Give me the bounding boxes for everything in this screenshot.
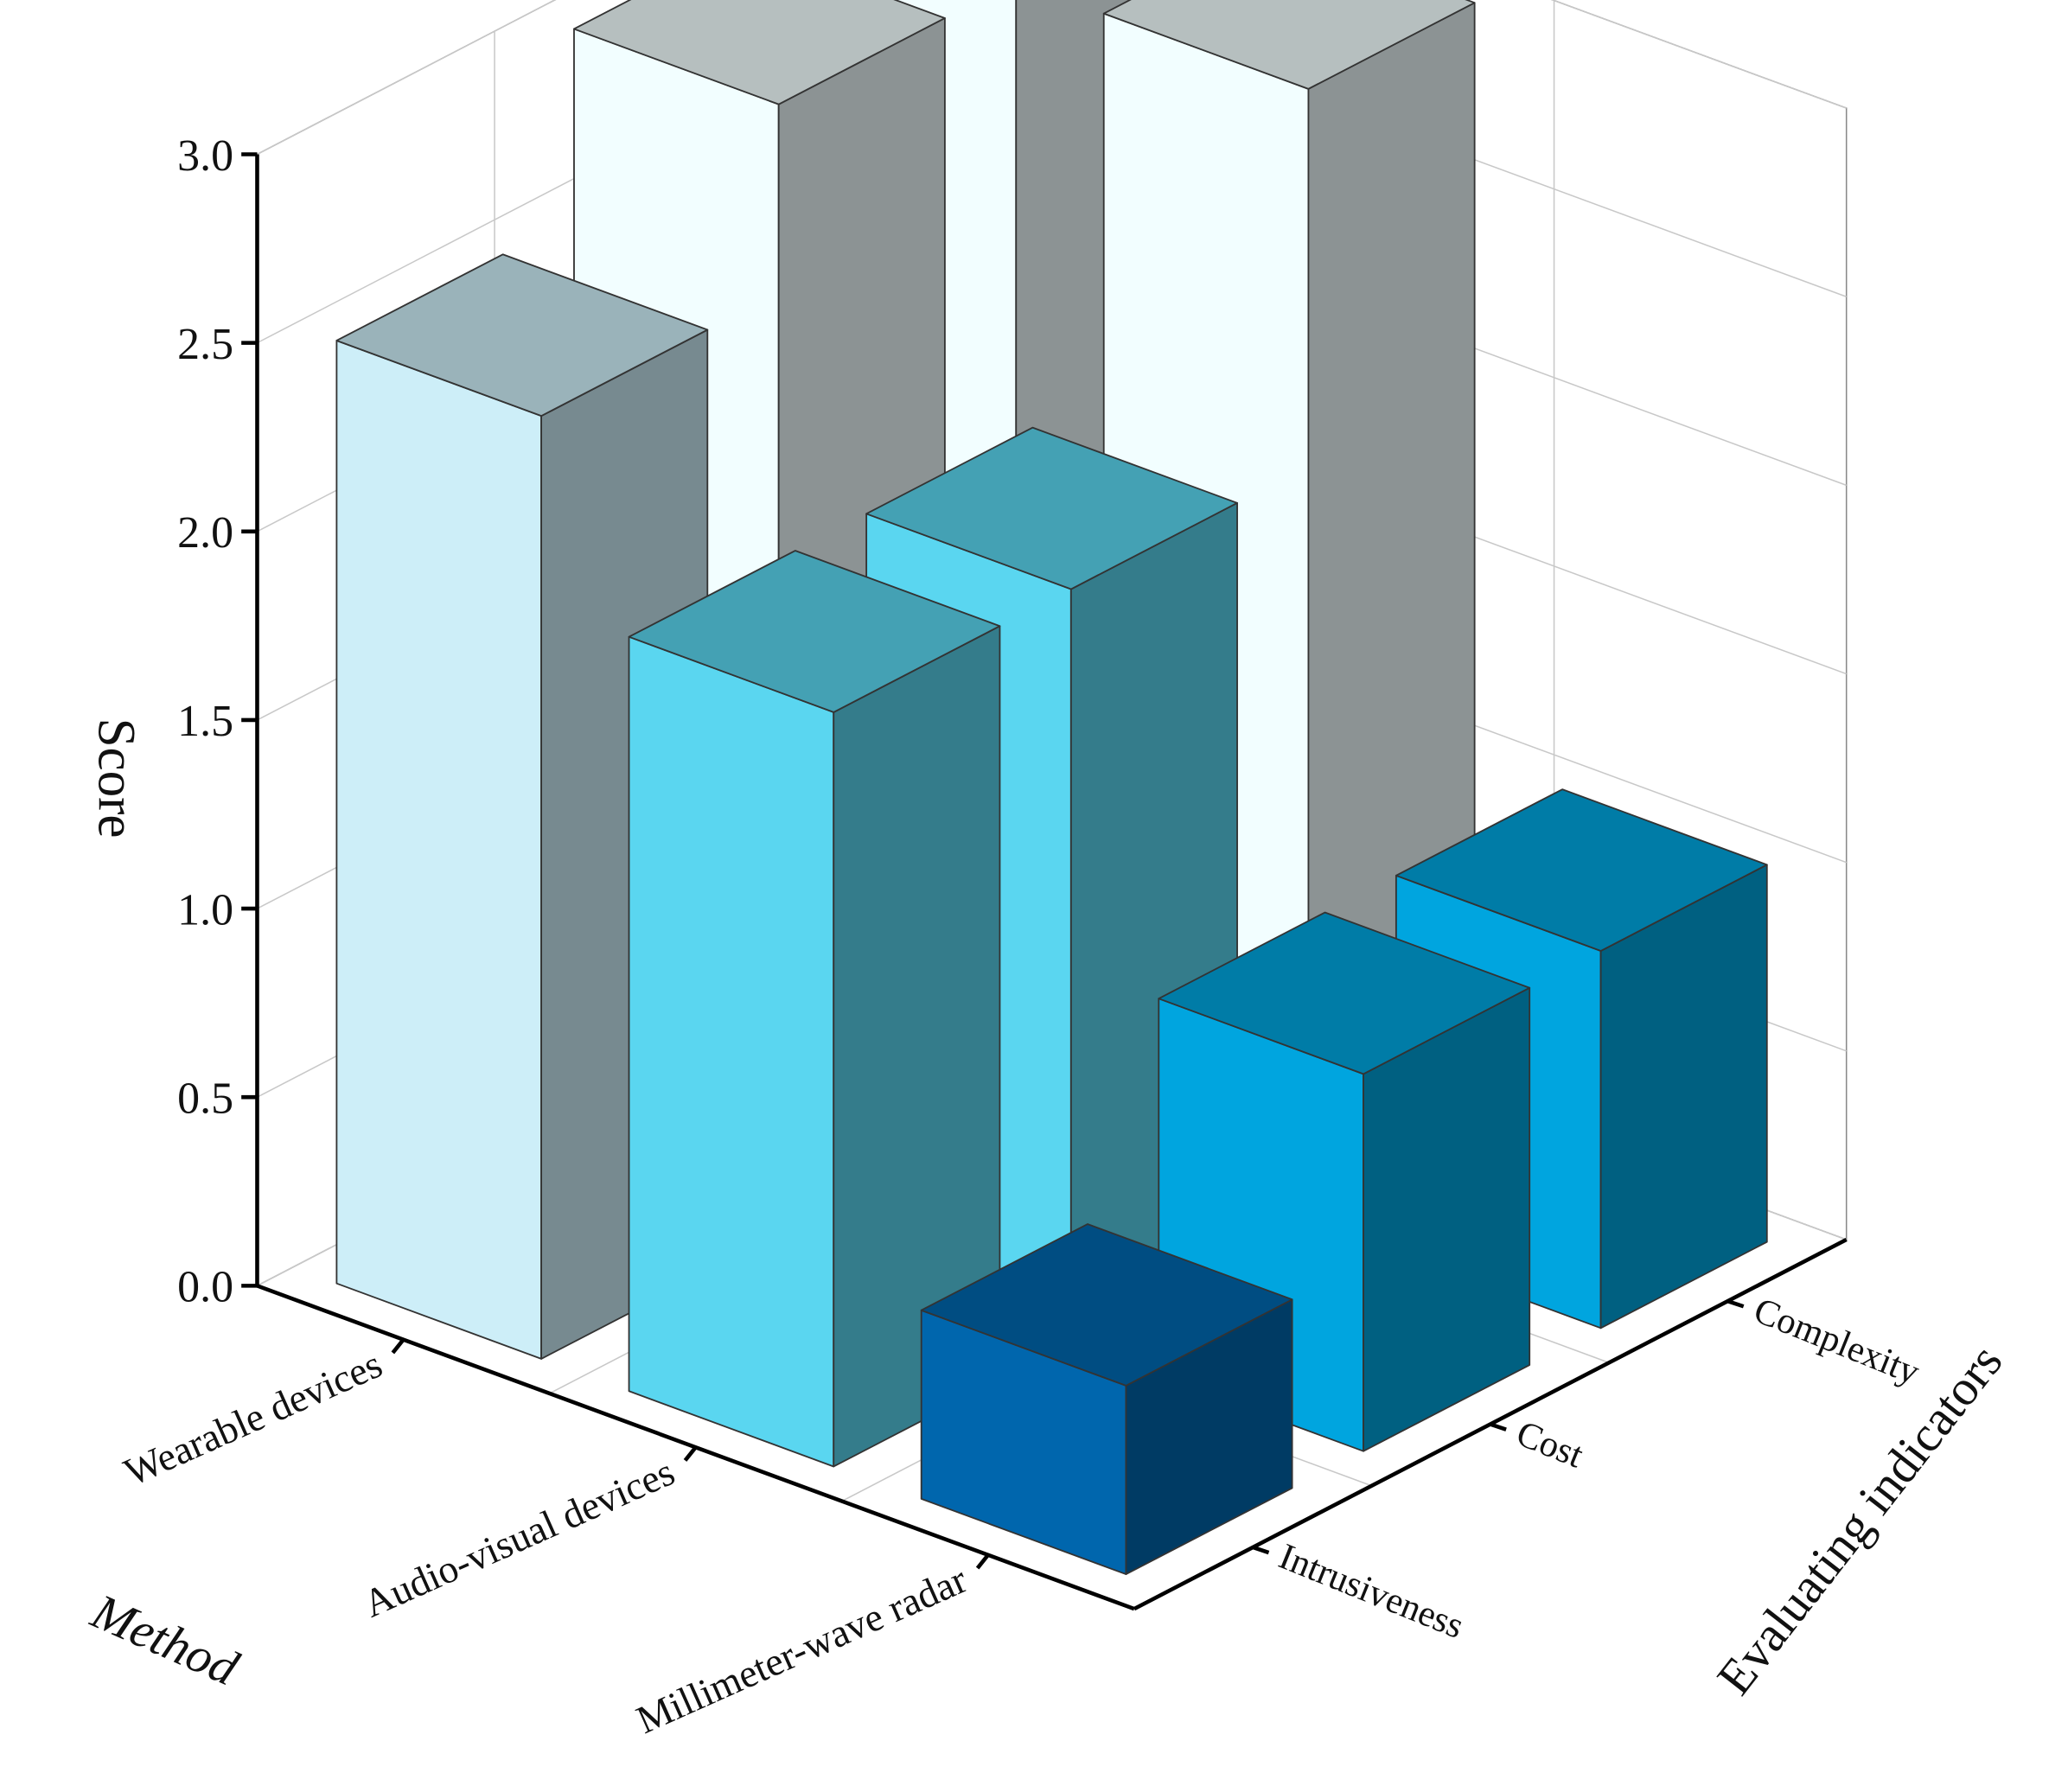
bar-front <box>335 340 543 1360</box>
x-tick <box>391 1338 405 1355</box>
z-tick-label: 0.0 <box>177 1263 233 1312</box>
bar-top <box>335 253 709 418</box>
z-tick-label: 1.5 <box>177 697 233 746</box>
y-tick <box>1252 1545 1270 1555</box>
y-tick <box>1727 1298 1745 1309</box>
x-tick <box>975 1553 990 1570</box>
bar-top <box>1158 911 1531 1075</box>
y-tick-label: Cost <box>1511 1413 1589 1476</box>
z-tick-label: 3.0 <box>177 131 233 181</box>
z-tick-label: 2.0 <box>177 508 233 558</box>
bar-front <box>628 635 835 1468</box>
x-tick <box>683 1445 698 1462</box>
bar-top <box>865 426 1238 590</box>
plot: 0.0 0.5 1.0 1.5 2.0 2.5 3.0 Wearable devicesAud… <box>83 0 2014 1742</box>
y-axis-title: Evaluating indicators <box>1706 1334 2013 1705</box>
x-axis-title: Method <box>83 1583 247 1697</box>
bar-top <box>628 550 1001 713</box>
z-tick-label: 1.0 <box>177 885 233 934</box>
bar-top <box>1102 0 1476 90</box>
x-tick-label: Audio-visual devices <box>357 1449 681 1625</box>
y-tick <box>1490 1422 1507 1432</box>
bar-top <box>920 1223 1293 1387</box>
z-tick-label: 0.5 <box>177 1075 233 1124</box>
y-tick-label: Complexity <box>1748 1290 1925 1393</box>
z-axis-title: Score <box>86 718 144 839</box>
y-tick-label: Intrusiveness <box>1273 1536 1470 1647</box>
bar-top <box>573 0 946 105</box>
z-tick-label: 2.5 <box>177 320 233 369</box>
bar-top <box>1395 788 1768 952</box>
x-tick-label: Wearable devices <box>118 1342 388 1495</box>
bar <box>920 1223 1293 1575</box>
bar <box>628 550 1001 1468</box>
x-tick-label: Millimeter-wave radar <box>630 1557 973 1742</box>
